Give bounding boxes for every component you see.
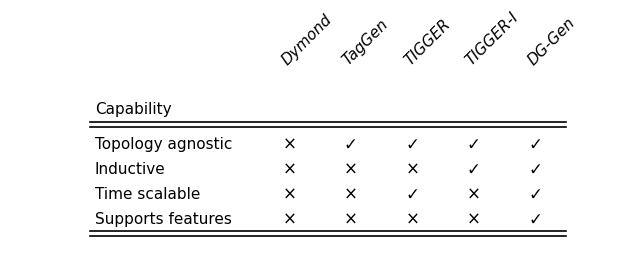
Text: ×: × xyxy=(282,211,296,228)
Text: ×: × xyxy=(282,136,296,154)
Text: ✓: ✓ xyxy=(467,161,481,179)
Text: ✓: ✓ xyxy=(529,211,542,228)
Text: ×: × xyxy=(467,211,481,228)
Text: ×: × xyxy=(467,185,481,204)
Text: DG-Gen: DG-Gen xyxy=(525,15,578,68)
Text: TIGGER: TIGGER xyxy=(402,16,453,68)
Text: Topology agnostic: Topology agnostic xyxy=(95,137,232,152)
Text: TagGen: TagGen xyxy=(340,16,392,68)
Text: ×: × xyxy=(344,185,358,204)
Text: ✓: ✓ xyxy=(405,136,419,154)
Text: ×: × xyxy=(405,161,419,179)
Text: ✓: ✓ xyxy=(529,161,542,179)
Text: ✓: ✓ xyxy=(529,136,542,154)
Text: TIGGER-I: TIGGER-I xyxy=(463,9,522,68)
Text: Inductive: Inductive xyxy=(95,162,166,177)
Text: ✓: ✓ xyxy=(529,185,542,204)
Text: ✓: ✓ xyxy=(467,136,481,154)
Text: ×: × xyxy=(344,161,358,179)
Text: ×: × xyxy=(282,185,296,204)
Text: Supports features: Supports features xyxy=(95,212,232,227)
Text: Time scalable: Time scalable xyxy=(95,187,200,202)
Text: ×: × xyxy=(405,211,419,228)
Text: ×: × xyxy=(282,161,296,179)
Text: Dymond: Dymond xyxy=(278,12,335,68)
Text: ✓: ✓ xyxy=(344,136,358,154)
Text: ×: × xyxy=(344,211,358,228)
Text: ✓: ✓ xyxy=(405,185,419,204)
Text: Capability: Capability xyxy=(95,102,172,117)
